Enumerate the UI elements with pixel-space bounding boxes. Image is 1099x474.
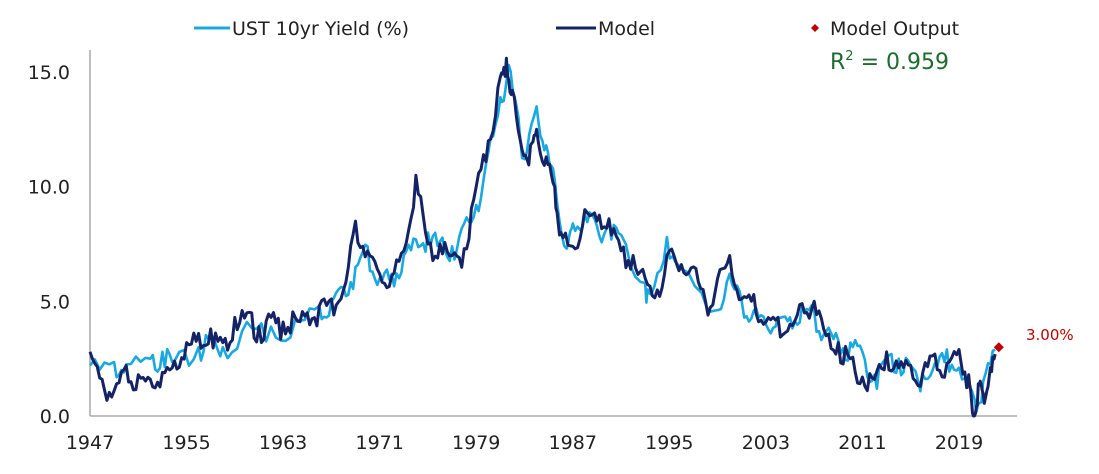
x-tick-label: 1971 [355,432,403,454]
legend: UST 10yr Yield (%) Model Model Output [194,18,959,40]
x-tick-label: 1995 [645,432,693,454]
x-tick-label: 1963 [259,432,307,454]
axes: 0.0 5.0 10.0 15.0 1947 1955 1963 1971 1979 1987 19… [28,50,1017,454]
yield-series-line [88,63,996,414]
model-output-point [993,342,1004,353]
annotations: R2 = 0.959 3.00% [830,49,1074,344]
x-tick-label: 1987 [549,432,597,454]
y-tick-label: 5.0 [40,291,70,313]
legend-swatch-model-output [811,24,819,32]
x-tick-label: 2003 [742,432,790,454]
x-tick-label: 2019 [935,432,983,454]
legend-label-yield: UST 10yr Yield (%) [232,18,409,40]
series [88,56,1004,418]
y-tick-label: 10.0 [28,177,70,199]
x-tick-label: 2011 [838,432,886,454]
y-tick-label: 0.0 [40,406,70,428]
model-series-line [88,56,997,418]
x-tick-label: 1979 [452,432,500,454]
x-tick-label: 1947 [66,432,114,454]
legend-label-model-output: Model Output [830,18,959,40]
x-tick-label: 1955 [162,432,210,454]
y-tick-label: 15.0 [28,62,70,84]
r-squared-annotation: R2 = 0.959 [830,49,949,75]
legend-label-model: Model [598,18,655,40]
model-output-value-label: 3.00% [1026,326,1074,344]
